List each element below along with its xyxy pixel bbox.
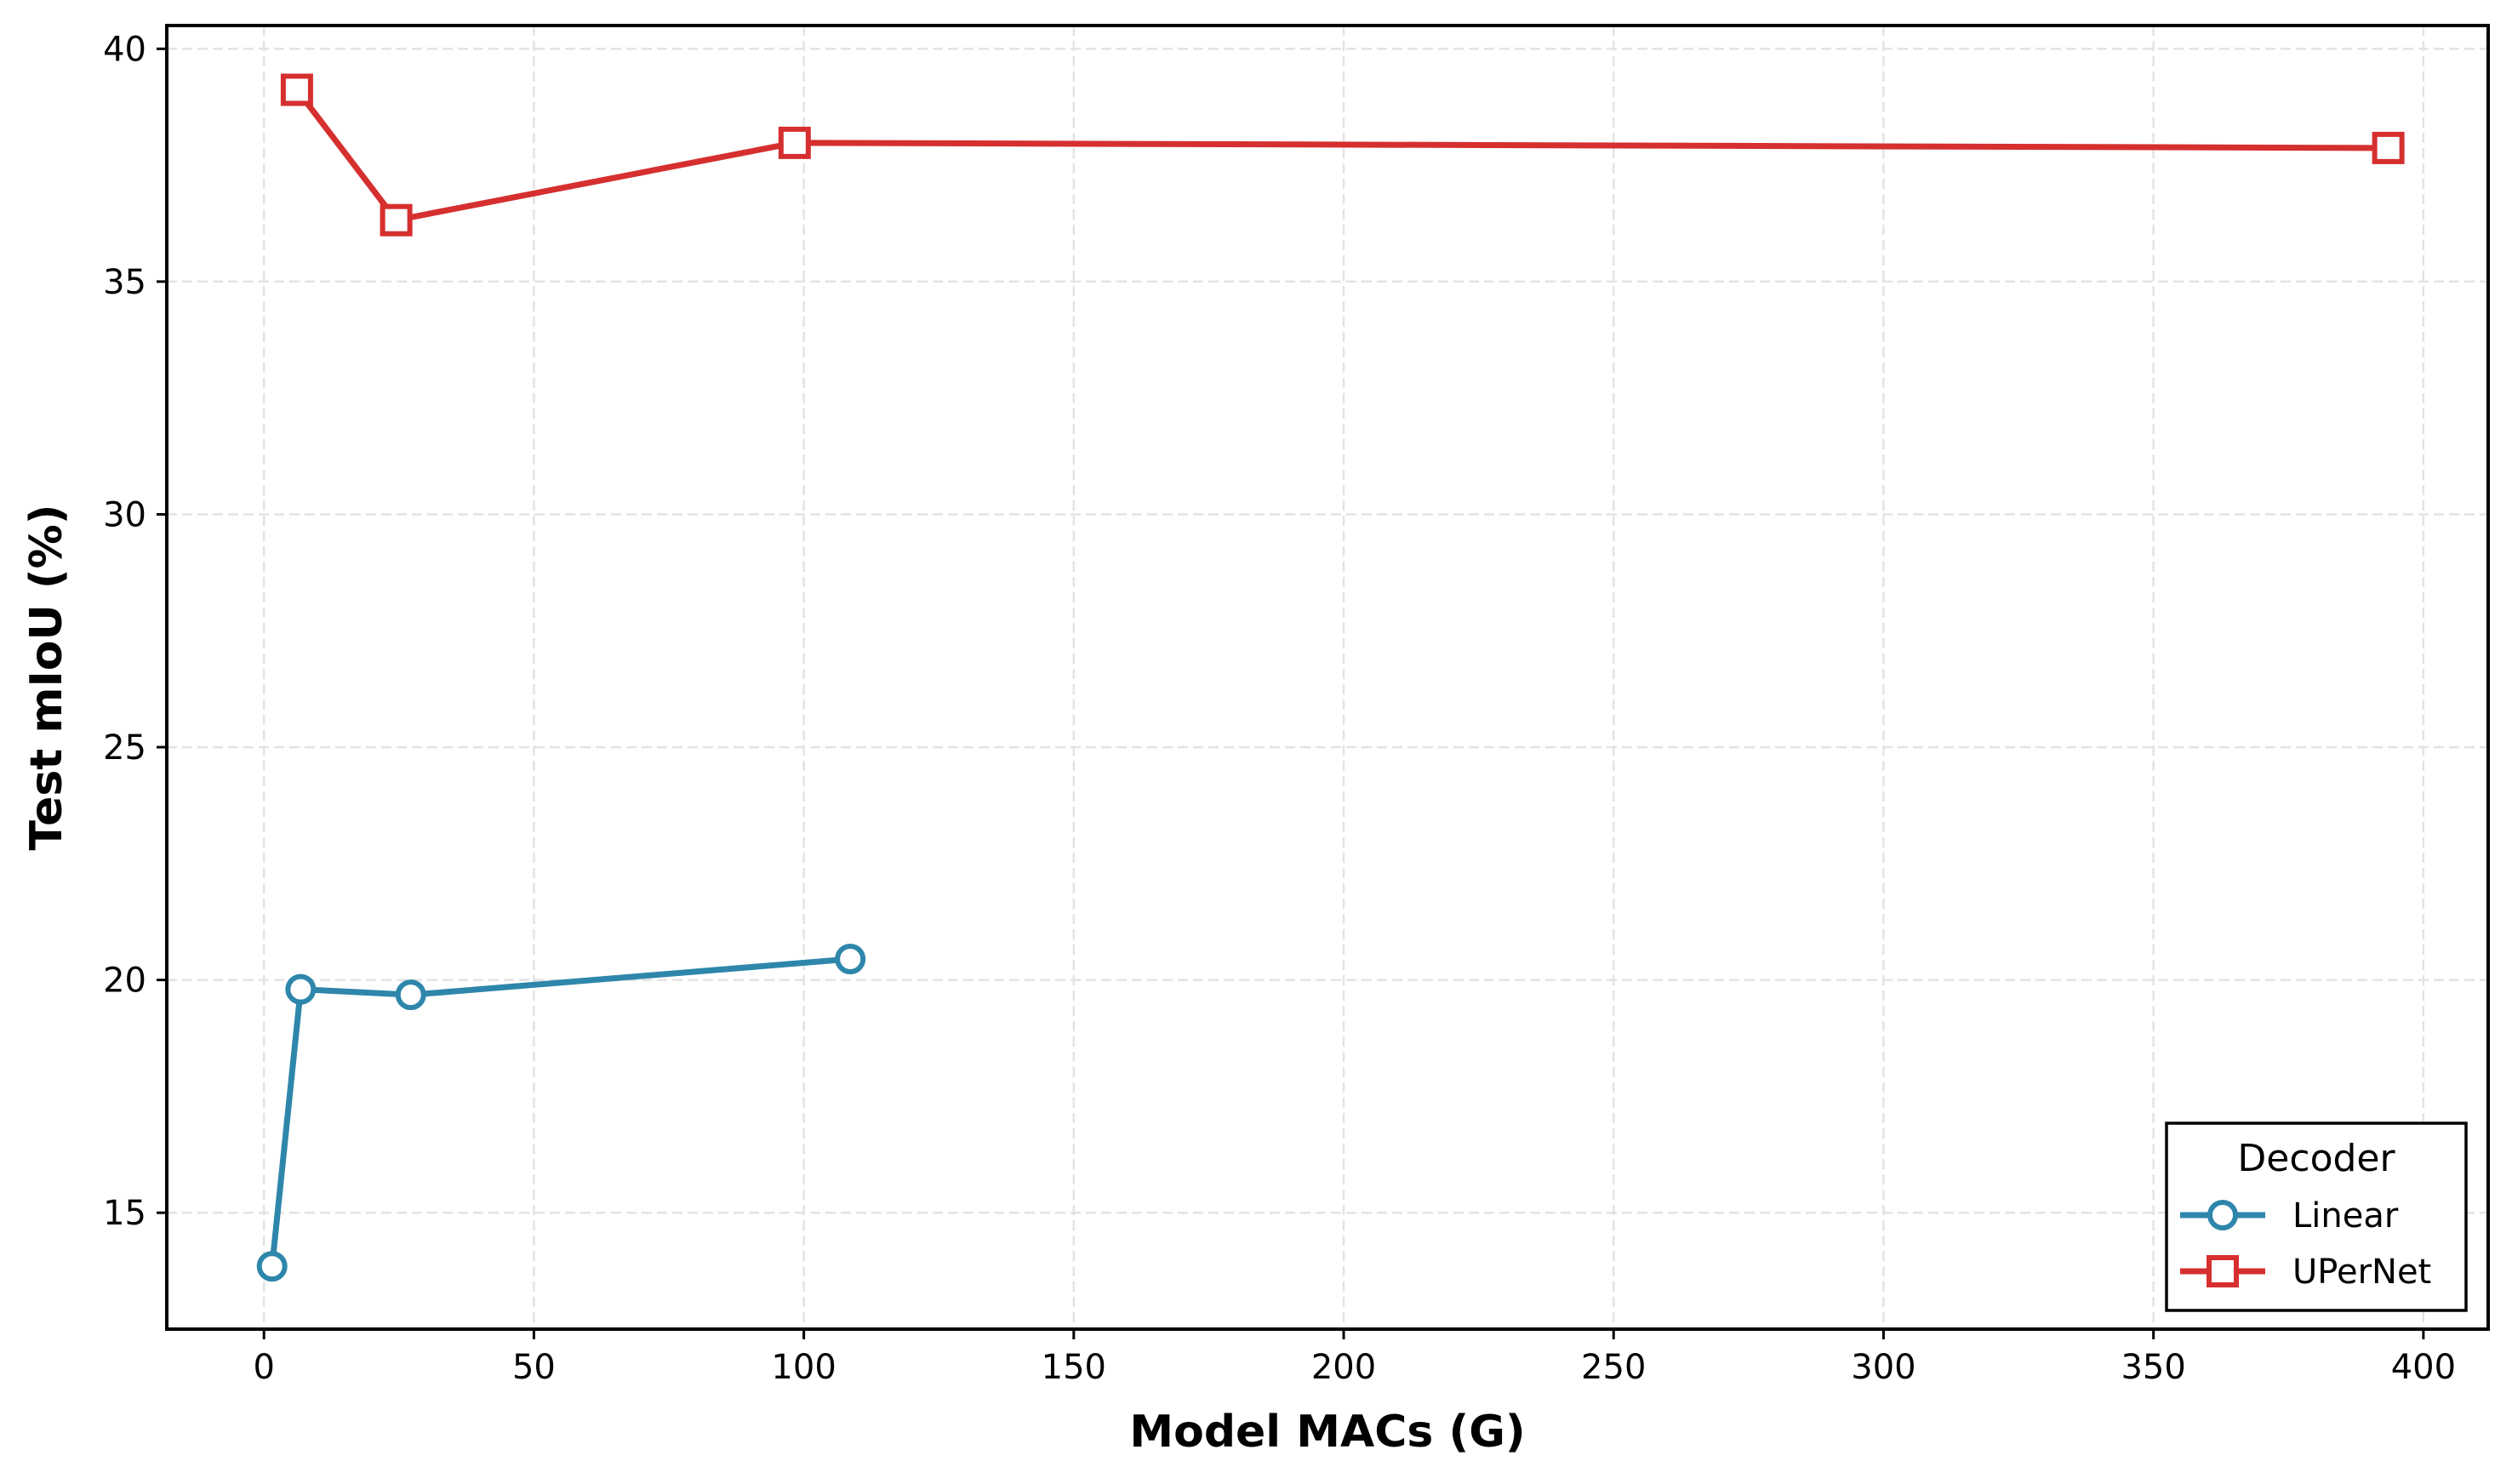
linear-data-point xyxy=(285,973,317,1005)
legend-marker-swatch xyxy=(2207,1200,2238,1230)
legend-title: Decoder xyxy=(2237,1137,2395,1180)
legend-label: Linear xyxy=(2292,1196,2399,1236)
legend-marker-swatch xyxy=(2207,1255,2239,1287)
x-tick-label: 400 xyxy=(2391,1348,2456,1387)
linear-data-point xyxy=(395,979,426,1011)
legend: Decoder Linear UPerNet xyxy=(2165,1122,2468,1312)
y-tick-label: 40 xyxy=(103,30,146,69)
y-axis-title: Test mIoU (%) xyxy=(21,505,72,851)
upernet-series-line xyxy=(294,88,2389,224)
upernet-data-point xyxy=(380,203,413,237)
series-upernet xyxy=(280,73,2405,237)
y-tick-label: 30 xyxy=(103,496,146,535)
legend-label: UPerNet xyxy=(2292,1253,2431,1292)
y-tick-label: 20 xyxy=(103,962,146,1001)
upernet-data-point xyxy=(778,126,811,159)
y-tick-label: 25 xyxy=(103,728,146,768)
x-tick-label: 350 xyxy=(2121,1348,2185,1387)
x-tick-label: 0 xyxy=(253,1348,274,1387)
linear-data-point xyxy=(256,1251,288,1282)
grid-lines xyxy=(167,26,2488,1329)
legend-items: Linear UPerNet xyxy=(2180,1196,2431,1292)
y-tick-label: 15 xyxy=(103,1194,146,1233)
x-tick-label: 200 xyxy=(1311,1348,1376,1387)
axis-ticks: 0 50 100 150 200 250 300 350 400 15 20 25 30 35 40 xyxy=(103,30,2456,1387)
series-linear xyxy=(256,944,866,1282)
y-tick-label: 35 xyxy=(103,263,146,302)
x-tick-label: 300 xyxy=(1851,1348,1915,1387)
upernet-data-point xyxy=(280,73,313,106)
upernet-data-point xyxy=(2372,131,2405,164)
x-axis-title: Model MACs (G) xyxy=(1129,1407,1525,1458)
legend-item-linear: Linear xyxy=(2180,1196,2399,1236)
series-layer xyxy=(256,73,2405,1282)
legend-item-upernet: UPerNet xyxy=(2180,1253,2431,1292)
x-tick-label: 250 xyxy=(1581,1348,1646,1387)
linear-series-line xyxy=(269,956,851,1267)
x-tick-label: 150 xyxy=(1042,1348,1106,1387)
linear-data-point xyxy=(835,944,866,975)
plot-frame xyxy=(165,24,2490,1331)
x-tick-label: 100 xyxy=(771,1348,836,1387)
x-tick-label: 50 xyxy=(512,1348,556,1387)
